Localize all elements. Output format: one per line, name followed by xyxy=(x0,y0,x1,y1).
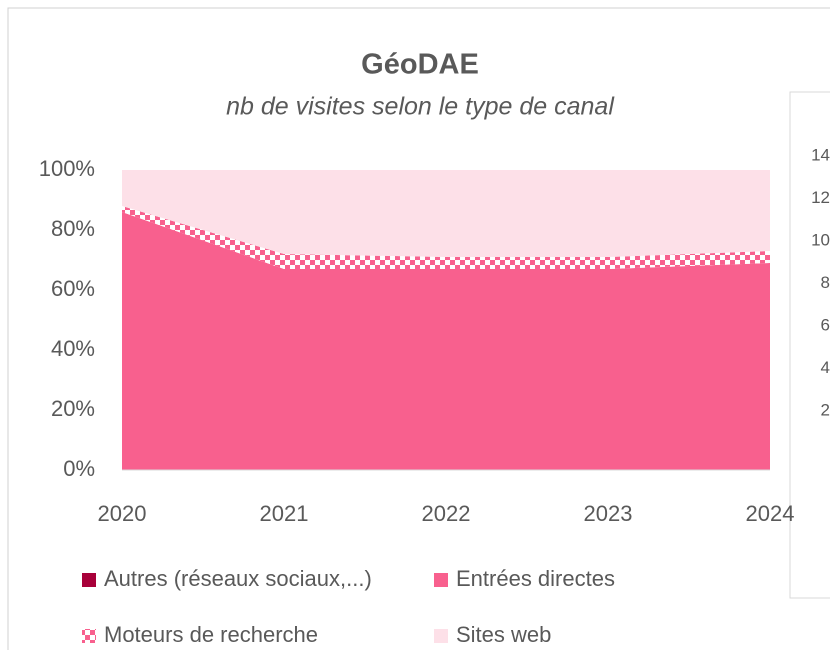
legend-swatch xyxy=(82,573,96,587)
side-tick-label: 2 xyxy=(821,400,830,419)
side-tick-label: 4 xyxy=(821,358,830,377)
side-tick-label: 6 xyxy=(821,315,830,334)
legend-label: Sites web xyxy=(456,622,551,647)
x-tick-label: 2021 xyxy=(260,501,309,526)
legend-swatch xyxy=(82,629,96,643)
y-tick-label: 20% xyxy=(51,396,95,421)
area xyxy=(122,212,770,470)
y-tick-label: 40% xyxy=(51,336,95,361)
legend-swatch xyxy=(434,629,448,643)
area xyxy=(122,170,770,257)
legend-label: Autres (réseaux sociaux,...) xyxy=(104,566,372,591)
side-tick-label: 12 xyxy=(811,188,830,207)
area xyxy=(122,206,770,269)
y-tick-label: 60% xyxy=(51,276,95,301)
y-tick-label: 80% xyxy=(51,216,95,241)
side-tick-label: 14 xyxy=(811,145,830,164)
chart-subtitle: nb de visites selon le type de canal xyxy=(226,93,615,121)
y-tick-label: 0% xyxy=(63,456,95,481)
chart-title: GéoDAE xyxy=(361,49,479,81)
x-tick-label: 2022 xyxy=(422,501,471,526)
x-tick-label: 2024 xyxy=(746,501,795,526)
side-panel xyxy=(789,91,830,599)
x-tick-label: 2023 xyxy=(584,501,633,526)
legend-label: Moteurs de recherche xyxy=(104,622,318,647)
side-tick-label: 8 xyxy=(821,273,830,292)
y-tick-label: 100% xyxy=(39,156,95,181)
legend-swatch xyxy=(434,573,448,587)
legend-label: Entrées directes xyxy=(456,566,615,591)
x-tick-label: 2020 xyxy=(98,501,147,526)
side-tick-label: 10 xyxy=(811,230,830,249)
